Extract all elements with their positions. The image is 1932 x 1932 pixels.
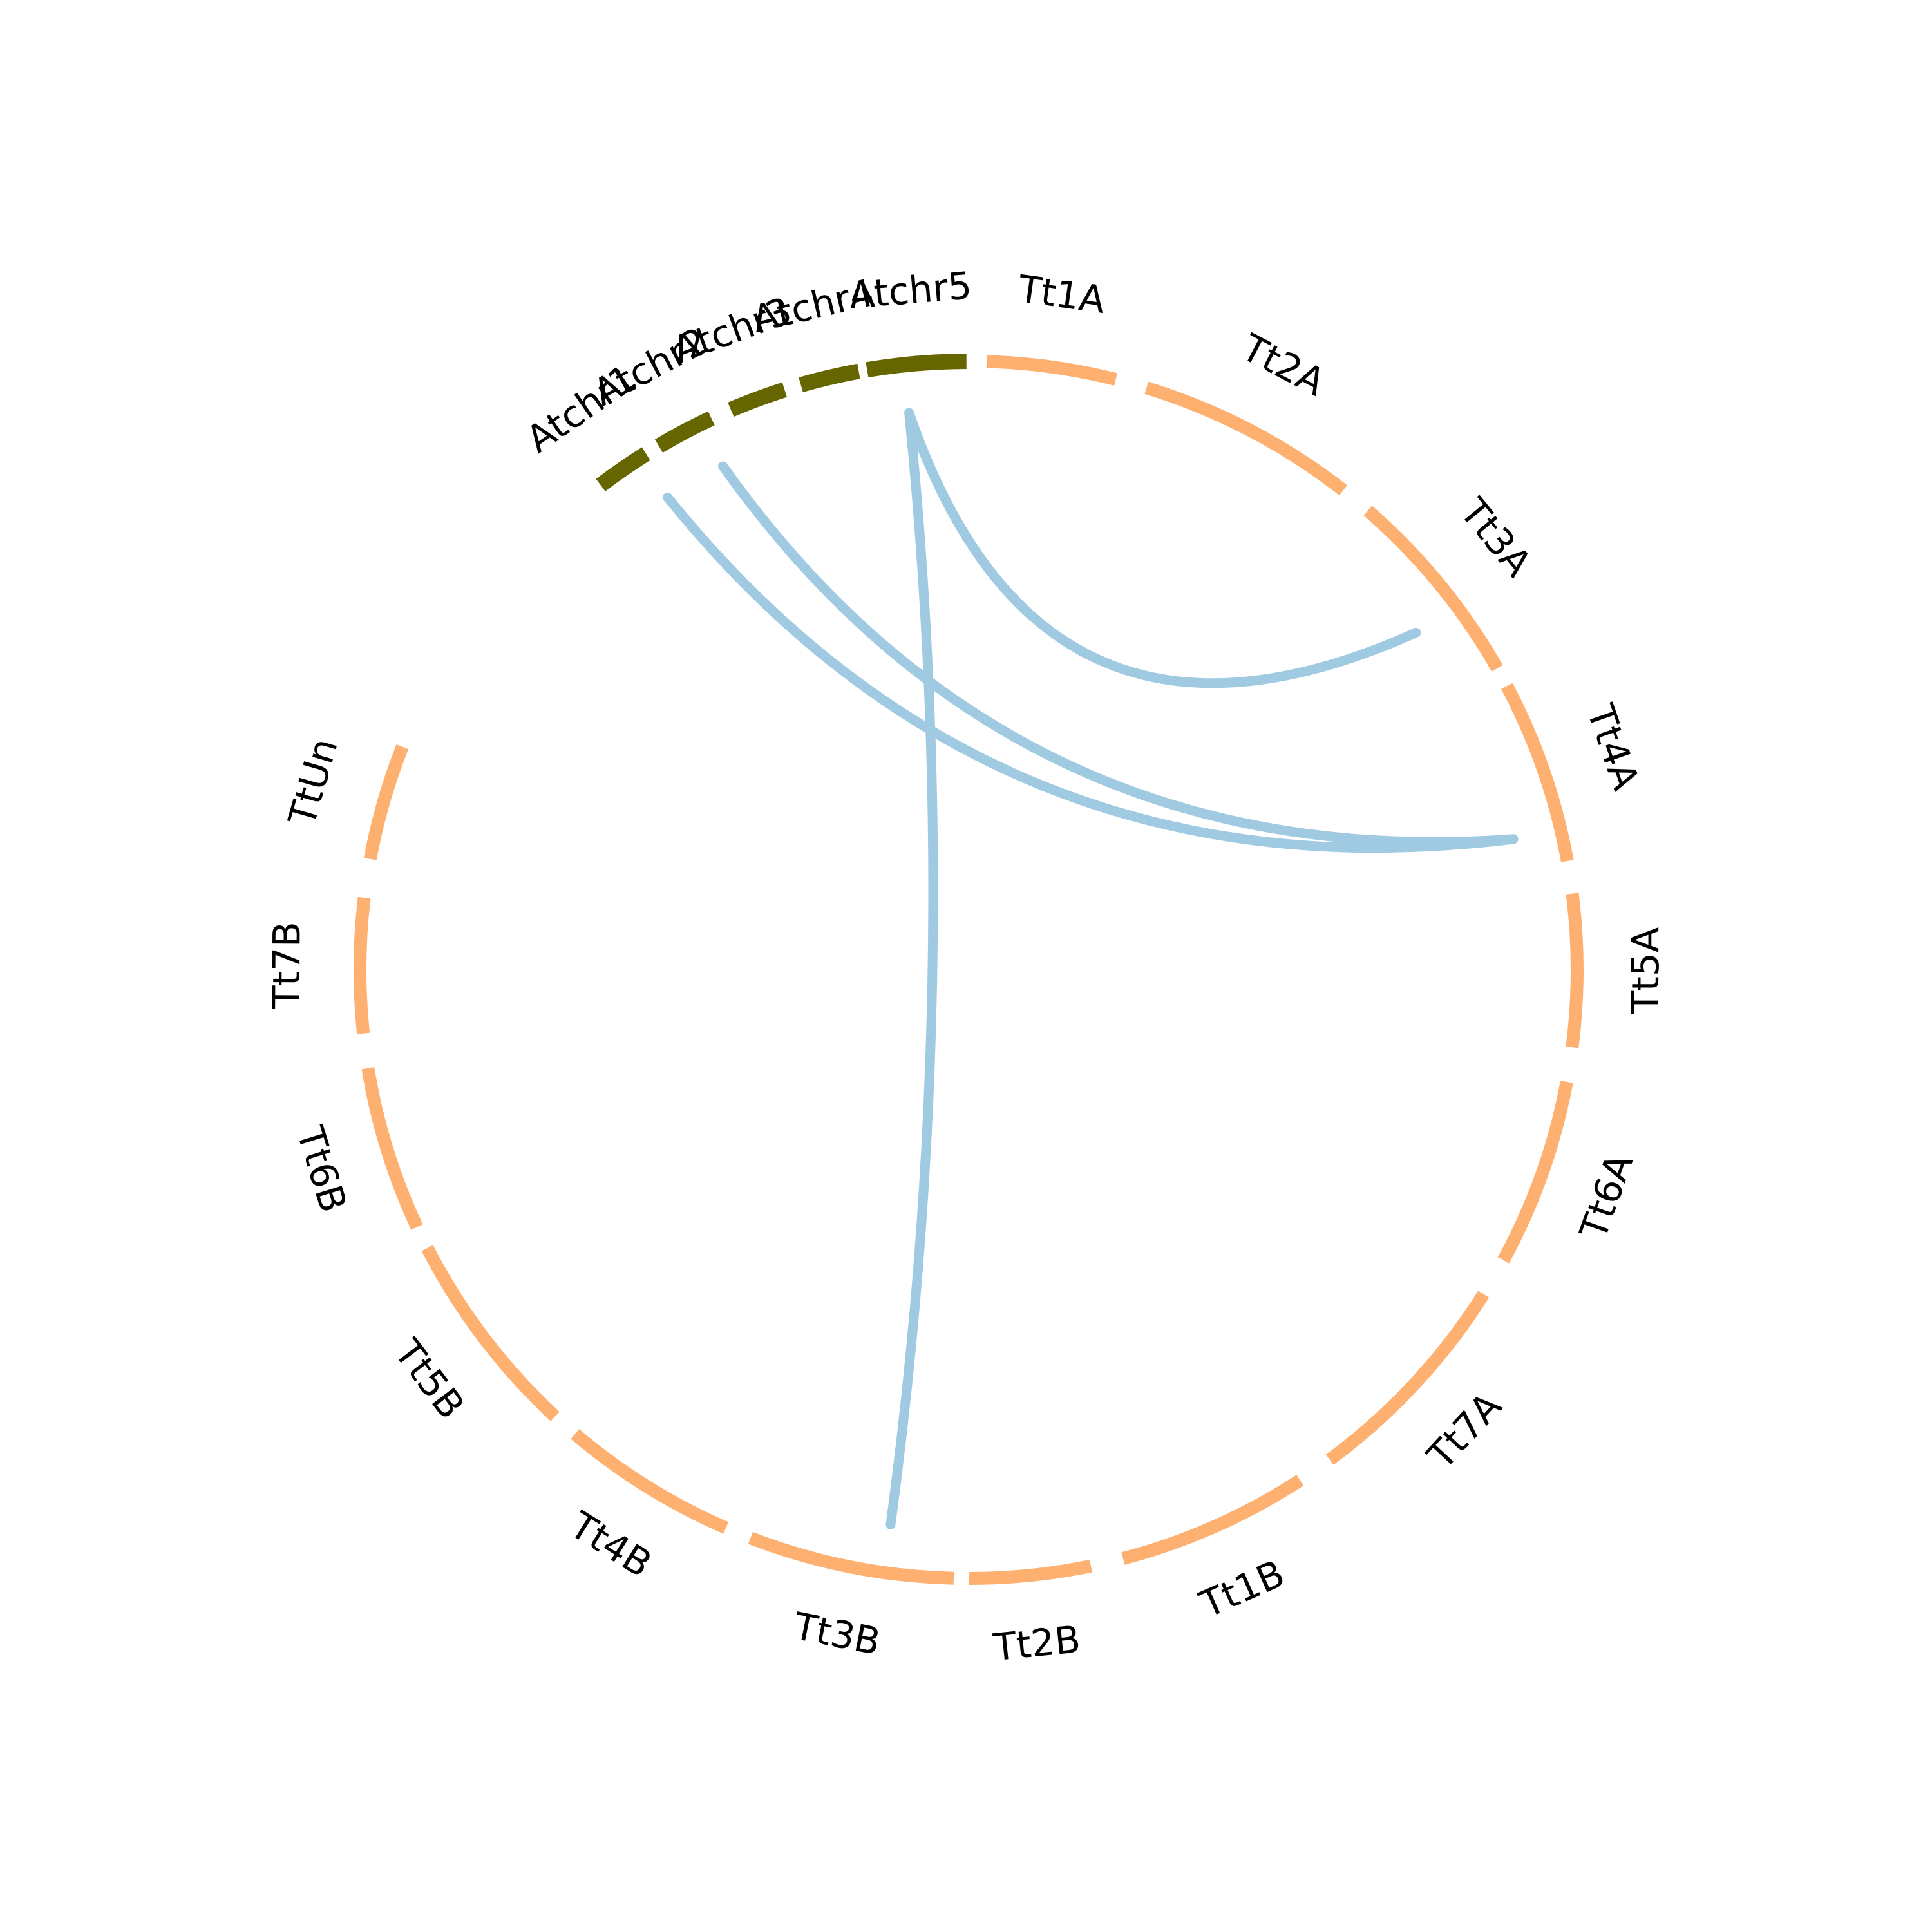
segment-label-tt1b: Tt1B [1193, 1551, 1291, 1627]
segment-label-tt3b: Tt3B [790, 1604, 884, 1663]
segment-label-tt6a: Tt6A [1571, 1148, 1642, 1245]
segment-arc-tt2a [1144, 381, 1347, 496]
segment-arc-tt1b [1121, 1475, 1304, 1565]
segment-arc-tt2b [968, 1559, 1093, 1585]
segment-label-tt2b: Tt2B [991, 1617, 1083, 1669]
segments-layer [354, 354, 1584, 1585]
segment-label-tt5a: Tt5A [1624, 927, 1667, 1014]
segment-label-tt7a: Tt7A [1418, 1384, 1510, 1478]
segment-arc-atchr1 [596, 447, 650, 491]
segment-label-tt4b: Tt4B [562, 1502, 659, 1586]
segment-label-ttun: TtUn [279, 734, 346, 831]
segment-arc-tt7a [1325, 1291, 1490, 1465]
links-layer [663, 408, 1519, 1530]
segment-arc-tt4b [571, 1429, 729, 1534]
segment-label-atchr5: Atchr5 [848, 263, 974, 317]
segment-arc-atchr2 [654, 411, 715, 453]
segment-arc-tt6a [1497, 1080, 1573, 1264]
segment-arc-atchr4 [799, 363, 860, 393]
segment-label-tt7b: Tt7B [265, 922, 309, 1009]
segment-arc-tt6b [361, 1067, 423, 1230]
segment-arc-tt5a [1566, 893, 1584, 1048]
link-atchr2-tt4a [718, 461, 1519, 847]
link-atchr5-tt3b [886, 408, 938, 1530]
segment-arc-atchr5 [866, 354, 967, 378]
link-atchr5-tt3a [904, 408, 1421, 688]
segment-arc-tt7b [354, 896, 371, 1034]
segment-arc-tt3a [1363, 506, 1503, 672]
segment-arc-tt5b [421, 1245, 560, 1421]
segment-arc-atchr3 [728, 382, 787, 417]
segment-arc-ttun [363, 744, 409, 860]
segment-label-tt3a: Tt3A [1451, 489, 1540, 585]
segment-label-tt6b: Tt6B [288, 1121, 355, 1218]
segment-arc-tt4a [1501, 683, 1574, 862]
segment-label-tt1a: Tt1A [1015, 267, 1108, 322]
segment-label-tt5b: Tt5B [385, 1331, 473, 1426]
segment-label-tt4a: Tt4A [1578, 699, 1648, 796]
segment-label-tt2a: Tt2A [1235, 325, 1332, 404]
link-atchr1-tt4a [663, 492, 1519, 853]
segment-arc-tt3b [748, 1531, 954, 1585]
segment-arc-tt1a [986, 355, 1118, 386]
